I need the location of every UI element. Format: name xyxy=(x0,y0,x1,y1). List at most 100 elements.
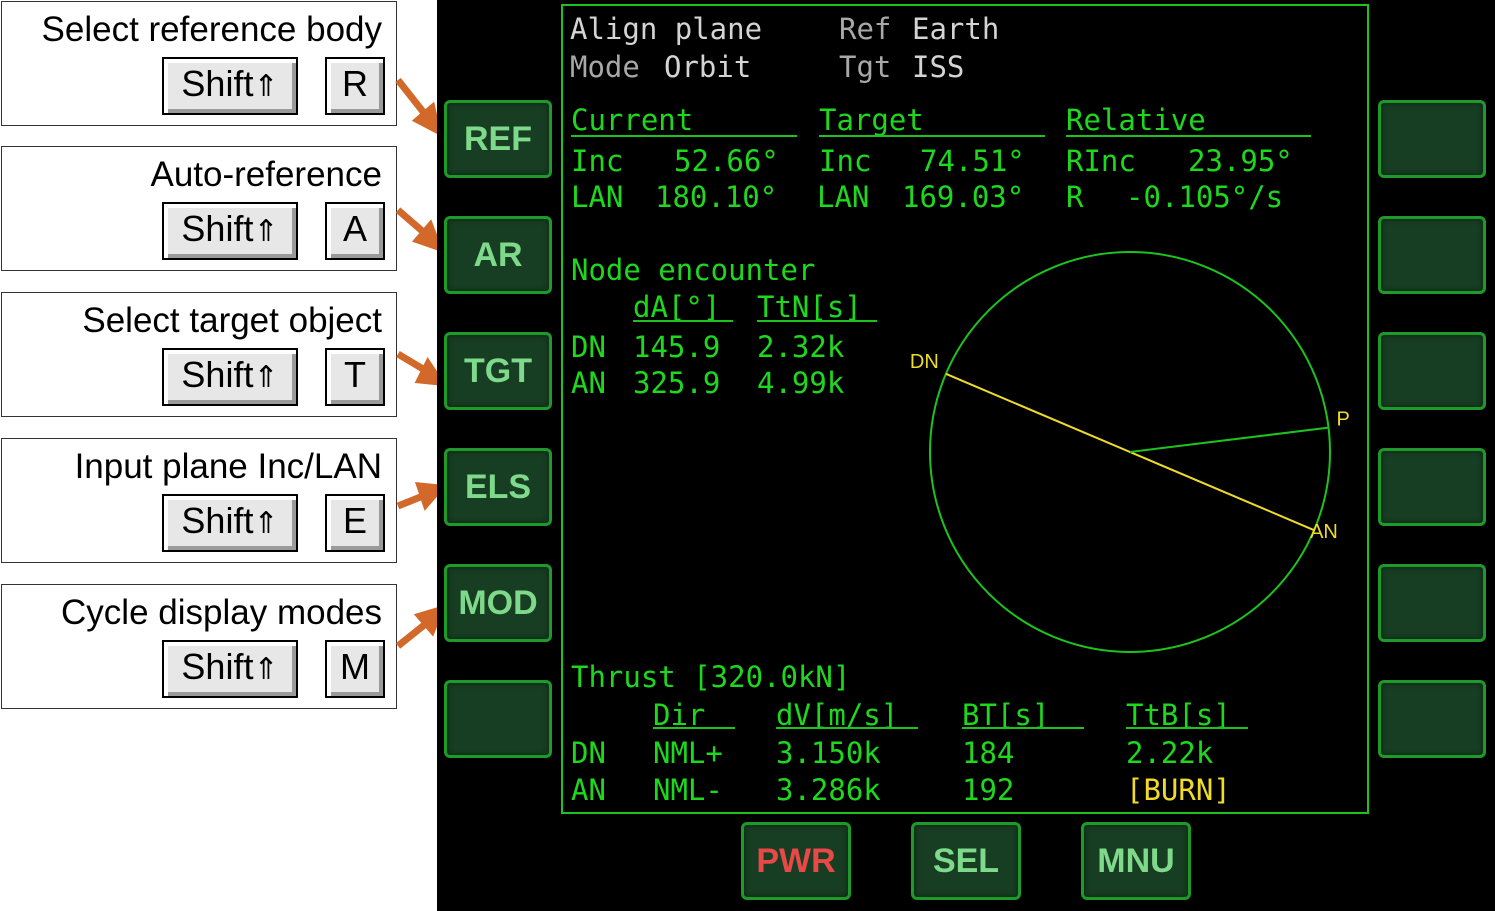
target-lan-value: 169.03° xyxy=(902,180,1025,214)
callout-label: Select reference body xyxy=(41,10,382,49)
dn-label: DN xyxy=(910,351,939,373)
arrowhead-ref xyxy=(411,101,443,137)
thrust-header-dir: Dir xyxy=(653,698,706,732)
node-row-dn-ttn: 2.32k xyxy=(757,330,845,364)
arrow-mod xyxy=(395,619,431,649)
connector-arrows xyxy=(395,77,448,649)
mfd-screen xyxy=(561,4,1369,814)
pwr-button[interactable]: PWR xyxy=(741,822,851,900)
node-row-dn-da: 145.9 xyxy=(633,330,721,364)
arrowhead-mod xyxy=(413,604,446,637)
ref-value: Earth xyxy=(912,12,1000,46)
shift-key: Shift⇑ xyxy=(162,494,298,552)
node-encounter-title: Node encounter xyxy=(571,253,816,287)
right-button-4[interactable] xyxy=(1378,448,1486,526)
shift-key: Shift⇑ xyxy=(162,348,298,406)
relative-rinc-label: RInc xyxy=(1066,144,1136,178)
shift-key-label: Shift xyxy=(181,500,254,541)
thrust-row-an-node: AN xyxy=(571,773,606,807)
callout-label: Select target object xyxy=(82,301,382,340)
current-inc-value: 52.66° xyxy=(674,144,779,178)
right-button-2[interactable] xyxy=(1378,216,1486,294)
relative-divider xyxy=(1066,135,1311,137)
right-button-6[interactable] xyxy=(1378,680,1486,758)
node-row-an-ttn: 4.99k xyxy=(757,366,845,400)
an-label: AN xyxy=(1310,521,1338,543)
m-key: M xyxy=(325,640,385,698)
ref-button[interactable]: REF xyxy=(444,100,552,178)
periapsis-line xyxy=(1129,426,1329,453)
node-row-dn-label: DN xyxy=(571,330,606,364)
a-key: A xyxy=(325,202,385,260)
thrust-row-dn-dv: 3.150k xyxy=(776,736,881,770)
shift-key-label: Shift xyxy=(181,646,254,687)
thrust-ttb-underline xyxy=(1126,727,1248,729)
callout-select-target-object: Select target object Shift⇑ T xyxy=(1,292,397,417)
thrust-row-an-dir: NML- xyxy=(653,773,723,807)
right-button-3[interactable] xyxy=(1378,332,1486,410)
target-lan-label: LAN xyxy=(817,180,870,214)
mfd-title: Align plane xyxy=(570,12,763,46)
node-row-an-label: AN xyxy=(571,366,606,400)
callout-cycle-display-modes: Cycle display modes Shift⇑ M xyxy=(1,584,397,709)
thrust-row-an-bt: 192 xyxy=(962,773,1015,807)
r-key: R xyxy=(325,57,385,115)
tgt-value: ISS xyxy=(912,50,965,84)
e-key: E xyxy=(325,494,385,552)
relative-heading: Relative xyxy=(1066,103,1206,137)
callout-auto-reference: Auto-reference Shift⇑ A xyxy=(1,146,397,271)
tgt-button[interactable]: TGT xyxy=(444,332,552,410)
thrust-row-an-dv: 3.286k xyxy=(776,773,881,807)
shift-arrow-icon: ⇑ xyxy=(253,214,279,249)
shift-key: Shift⇑ xyxy=(162,57,298,115)
ref-label: Ref xyxy=(839,12,892,46)
target-heading: Target xyxy=(819,103,924,137)
shift-key-label: Shift xyxy=(181,208,254,249)
right-button-1[interactable] xyxy=(1378,100,1486,178)
thrust-row-dn-ttb: 2.22k xyxy=(1126,736,1214,770)
thrust-row-dn-node: DN xyxy=(571,736,606,770)
sel-button[interactable]: SEL xyxy=(911,822,1021,900)
shift-arrow-icon: ⇑ xyxy=(253,652,279,687)
relative-r-label: R xyxy=(1066,180,1084,214)
left-button-6[interactable] xyxy=(444,680,552,758)
col-da-underline xyxy=(633,320,733,322)
callout-select-reference-body: Select reference body Shift⇑ R xyxy=(1,1,397,126)
callout-label: Auto-reference xyxy=(150,155,382,194)
mode-value: Orbit xyxy=(664,50,752,84)
mode-label: Mode xyxy=(570,50,640,84)
shift-key: Shift⇑ xyxy=(162,640,298,698)
shift-arrow-icon: ⇑ xyxy=(253,360,279,395)
mod-button[interactable]: MOD xyxy=(444,564,552,642)
target-divider xyxy=(819,135,1045,137)
callout-input-plane: Input plane Inc/LAN Shift⇑ E xyxy=(1,438,397,563)
col-da-header: dA[°] xyxy=(633,290,721,324)
current-lan-value: 180.10° xyxy=(655,180,778,214)
thrust-header-ttb: TtB[s] xyxy=(1126,698,1231,732)
target-inc-label: Inc xyxy=(819,144,872,178)
thrust-header-bt: BT[s] xyxy=(962,698,1050,732)
els-button[interactable]: ELS xyxy=(444,448,552,526)
thrust-bt-underline xyxy=(962,727,1084,729)
relative-rinc-value: 23.95° xyxy=(1188,144,1293,178)
t-key: T xyxy=(325,348,385,406)
callout-label: Cycle display modes xyxy=(61,593,382,632)
current-lan-label: LAN xyxy=(571,180,624,214)
shift-key-label: Shift xyxy=(181,354,254,395)
thrust-row-dn-dir: NML+ xyxy=(653,736,723,770)
relative-r-value: -0.105°/s xyxy=(1126,180,1284,214)
thrust-dir-underline xyxy=(653,727,735,729)
tgt-label: Tgt xyxy=(839,50,892,84)
orbit-diagram: DN AN P xyxy=(910,251,1350,653)
ar-button[interactable]: AR xyxy=(444,216,552,294)
shift-key-label: Shift xyxy=(181,63,254,104)
current-inc-label: Inc xyxy=(571,144,624,178)
arrowhead-els xyxy=(414,481,448,511)
col-ttn-header: TtN[s] xyxy=(757,290,862,324)
col-ttn-underline xyxy=(757,320,877,322)
mnu-button[interactable]: MNU xyxy=(1081,822,1191,900)
current-divider xyxy=(571,135,797,137)
shift-arrow-icon: ⇑ xyxy=(253,69,279,104)
right-button-5[interactable] xyxy=(1378,564,1486,642)
thrust-dv-underline xyxy=(776,727,918,729)
